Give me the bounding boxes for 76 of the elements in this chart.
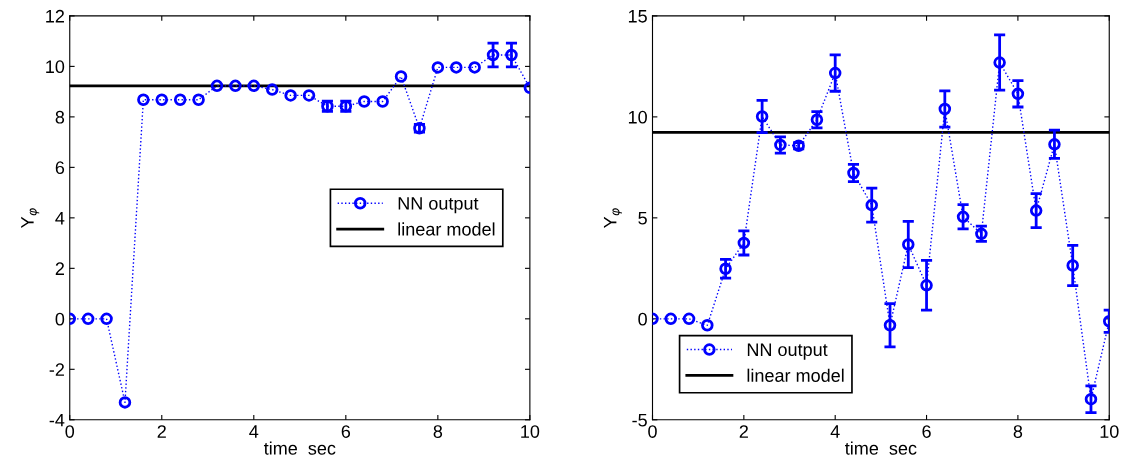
- y-tick-label: -5: [632, 413, 647, 427]
- y-tick-label: 2: [55, 262, 64, 275]
- point: [1084, 392, 1098, 406]
- x-tick-label: 4: [249, 425, 259, 438]
- point: [357, 95, 371, 108]
- point: [100, 312, 113, 326]
- y-tick-label: -2: [49, 363, 64, 376]
- x-tick-label: 6: [341, 425, 351, 438]
- point: [1048, 138, 1061, 151]
- point: [247, 79, 261, 93]
- y-tick-label: 0: [638, 312, 647, 326]
- point: [682, 312, 696, 326]
- point: [81, 312, 95, 326]
- y-tick-label: 10: [628, 110, 647, 124]
- point: [229, 79, 242, 93]
- point: [938, 102, 952, 116]
- y-tick-label: 8: [55, 110, 65, 124]
- point: [155, 93, 169, 106]
- point: [920, 279, 933, 292]
- y-tick-label: 15: [628, 10, 647, 23]
- point: [902, 238, 915, 251]
- point: [883, 319, 897, 332]
- point: [394, 70, 408, 83]
- point: [137, 93, 150, 106]
- x-tick-label: 2: [739, 425, 748, 438]
- x-tick-label: 8: [433, 425, 443, 438]
- point: [302, 89, 316, 102]
- point: [755, 110, 769, 123]
- point: [376, 95, 389, 108]
- point: [1066, 259, 1079, 272]
- point: [1029, 204, 1043, 217]
- point: [847, 166, 860, 180]
- point: [210, 79, 224, 93]
- point: [173, 93, 187, 106]
- point: [719, 262, 732, 275]
- point: [505, 48, 518, 62]
- y-tick-label: 0: [55, 312, 65, 326]
- y-tick-label: 5: [638, 211, 647, 225]
- point: [664, 312, 678, 326]
- point: [1011, 87, 1025, 101]
- point: [431, 61, 445, 74]
- x-tick-label: 4: [830, 425, 840, 438]
- legend-label: NN output: [398, 197, 479, 214]
- x-tick-label: 6: [922, 425, 931, 438]
- x-axis-title: time sec: [845, 441, 917, 455]
- point: [828, 66, 842, 80]
- point: [865, 198, 878, 212]
- point: [701, 319, 714, 332]
- x-tick-label: 2: [157, 425, 166, 438]
- y-tick-label: 4: [55, 211, 65, 225]
- point: [486, 48, 500, 62]
- point: [450, 61, 463, 74]
- point: [956, 210, 970, 224]
- x-tick-label: 10: [1100, 425, 1119, 438]
- y-axis-title: Y$_{φ}$: [603, 208, 622, 229]
- legend-label: linear model: [747, 368, 844, 382]
- x-tick-label: 0: [65, 425, 75, 438]
- y-tick-label: 10: [46, 60, 65, 74]
- point: [737, 236, 751, 250]
- y-tick-label: -4: [49, 413, 65, 427]
- y-tick-label: 6: [55, 161, 65, 175]
- y-tick-label: 12: [46, 9, 64, 23]
- x-tick-label: 10: [521, 425, 540, 438]
- point: [810, 113, 824, 126]
- x-tick-label: 0: [648, 425, 657, 438]
- point: [192, 93, 205, 106]
- x-tick-label: 8: [1013, 425, 1023, 438]
- point: [993, 56, 1006, 69]
- y-axis-title: Y$_{φ}$: [21, 208, 40, 229]
- point: [284, 89, 297, 102]
- point: [265, 83, 279, 96]
- legend-label: NN output: [747, 343, 828, 360]
- point: [468, 61, 481, 74]
- legend-label: linear model: [398, 222, 495, 236]
- x-axis-title: time sec: [263, 441, 336, 455]
- point: [118, 396, 132, 409]
